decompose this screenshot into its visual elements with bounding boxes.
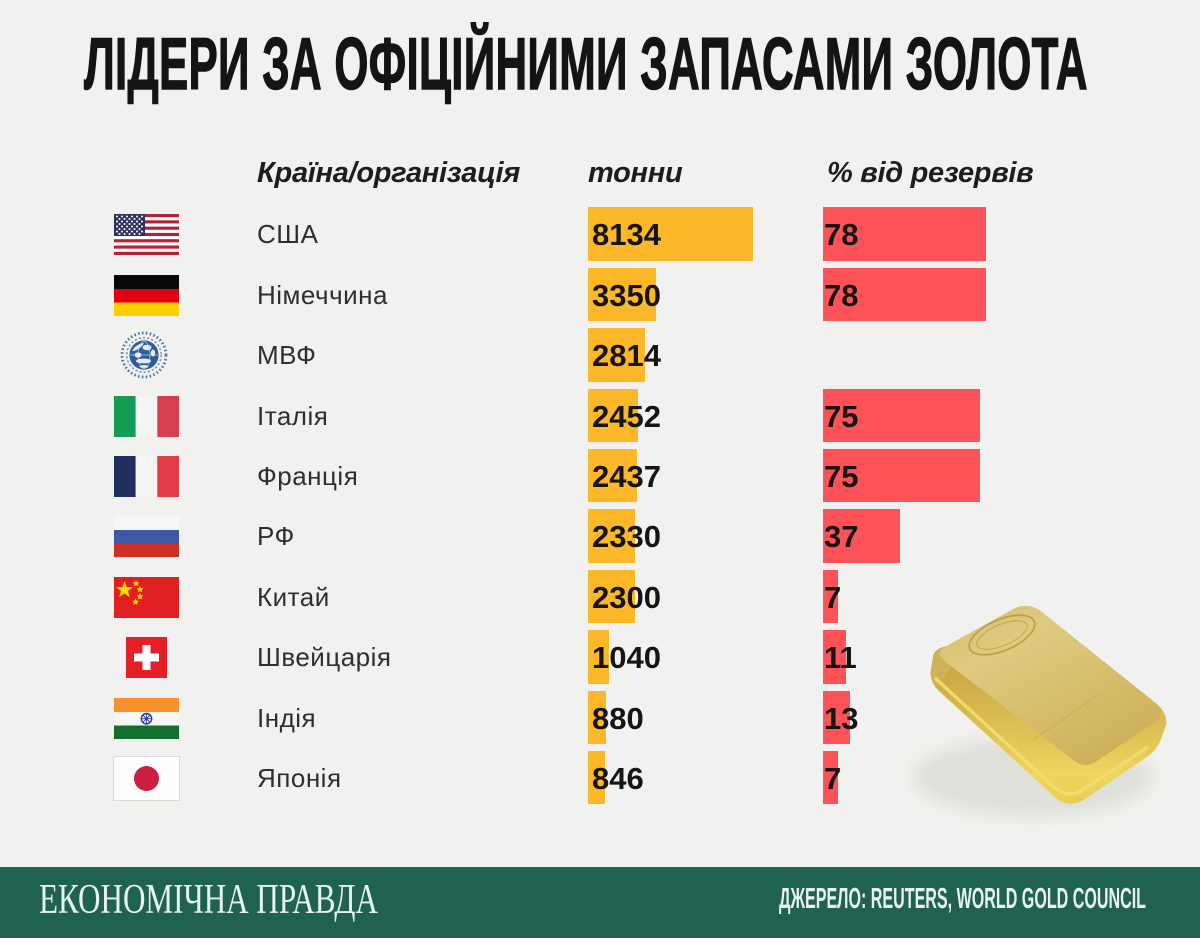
svg-text:ДЖЕРЕЛО: REUTERS, WORLD GOLD C: ДЖЕРЕЛО: REUTERS, WORLD GOLD COUNCIL [779,883,1146,915]
svg-text:ЕКОНОМІЧНА ПРАВДА: ЕКОНОМІЧНА ПРАВДА [39,877,378,923]
